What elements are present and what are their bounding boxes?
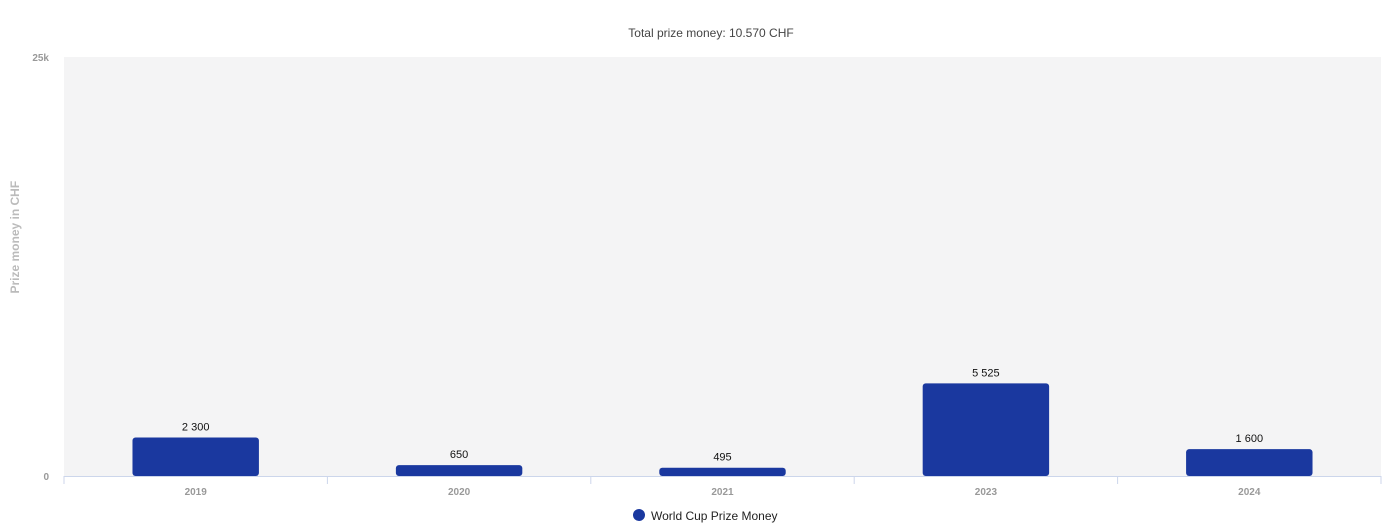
data-label: 2 300 bbox=[182, 421, 210, 433]
plot-area bbox=[64, 57, 1381, 476]
bar-2023[interactable] bbox=[922, 383, 1050, 476]
x-tick-label: 2019 bbox=[185, 487, 208, 498]
data-label: 495 bbox=[713, 452, 731, 464]
data-label: 650 bbox=[450, 449, 468, 461]
x-tick-label: 2020 bbox=[448, 487, 471, 498]
y-tick-label: 25k bbox=[32, 53, 49, 64]
bar-2019[interactable] bbox=[132, 437, 259, 476]
legend-marker[interactable] bbox=[633, 509, 645, 521]
x-axis: 2019 2020 2021 2023 2024 bbox=[63, 476, 1382, 498]
bar-2021[interactable] bbox=[659, 467, 786, 476]
y-axis-label: Prize money in CHF bbox=[8, 181, 22, 294]
data-label: 5 525 bbox=[972, 367, 1000, 379]
bar-2024[interactable] bbox=[1186, 449, 1313, 476]
legend[interactable]: World Cup Prize Money bbox=[633, 509, 778, 523]
y-tick-label: 0 bbox=[43, 472, 49, 483]
chart-title: Total prize money: 10.570 CHF bbox=[628, 26, 793, 40]
data-label: 1 600 bbox=[1236, 433, 1264, 445]
x-tick-label: 2024 bbox=[1238, 487, 1261, 498]
bar-2020[interactable] bbox=[395, 465, 523, 476]
bars: 2 300 650 495 5 525 1 600 bbox=[132, 367, 1313, 476]
legend-label[interactable]: World Cup Prize Money bbox=[651, 509, 778, 523]
x-tick-label: 2023 bbox=[975, 487, 998, 498]
y-axis: 0 25k bbox=[32, 53, 49, 483]
x-tick-label: 2021 bbox=[711, 487, 734, 498]
